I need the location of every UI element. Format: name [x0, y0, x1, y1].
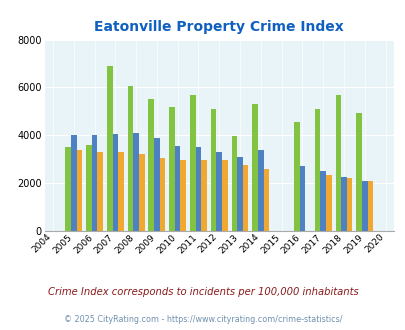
- Bar: [180, 160, 185, 231]
- Bar: [128, 86, 133, 231]
- Bar: [118, 152, 124, 231]
- Bar: [263, 169, 269, 231]
- Bar: [346, 178, 352, 231]
- Bar: [361, 181, 367, 231]
- Bar: [107, 66, 112, 231]
- Text: Crime Index corresponds to incidents per 100,000 inhabitants: Crime Index corresponds to incidents per…: [47, 287, 358, 297]
- Bar: [112, 134, 118, 231]
- Bar: [139, 154, 144, 231]
- Bar: [175, 146, 180, 231]
- Bar: [367, 181, 372, 231]
- Title: Eatonville Property Crime Index: Eatonville Property Crime Index: [94, 20, 343, 34]
- Bar: [356, 113, 361, 231]
- Bar: [195, 147, 201, 231]
- Bar: [86, 145, 92, 231]
- Bar: [92, 135, 97, 231]
- Bar: [293, 122, 299, 231]
- Bar: [320, 171, 325, 231]
- Bar: [169, 107, 175, 231]
- Bar: [154, 138, 159, 231]
- Bar: [97, 152, 103, 231]
- Bar: [237, 157, 242, 231]
- Bar: [325, 175, 331, 231]
- Bar: [340, 177, 346, 231]
- Bar: [133, 133, 139, 231]
- Bar: [257, 150, 263, 231]
- Bar: [242, 165, 248, 231]
- Bar: [71, 135, 77, 231]
- Bar: [335, 95, 340, 231]
- Bar: [77, 150, 82, 231]
- Bar: [148, 99, 154, 231]
- Text: © 2025 CityRating.com - https://www.cityrating.com/crime-statistics/: © 2025 CityRating.com - https://www.city…: [64, 315, 341, 324]
- Bar: [299, 166, 305, 231]
- Bar: [159, 158, 165, 231]
- Bar: [216, 152, 222, 231]
- Bar: [65, 147, 71, 231]
- Bar: [190, 95, 195, 231]
- Bar: [201, 160, 207, 231]
- Bar: [314, 109, 320, 231]
- Bar: [210, 109, 216, 231]
- Bar: [252, 104, 257, 231]
- Bar: [222, 160, 227, 231]
- Bar: [231, 137, 237, 231]
